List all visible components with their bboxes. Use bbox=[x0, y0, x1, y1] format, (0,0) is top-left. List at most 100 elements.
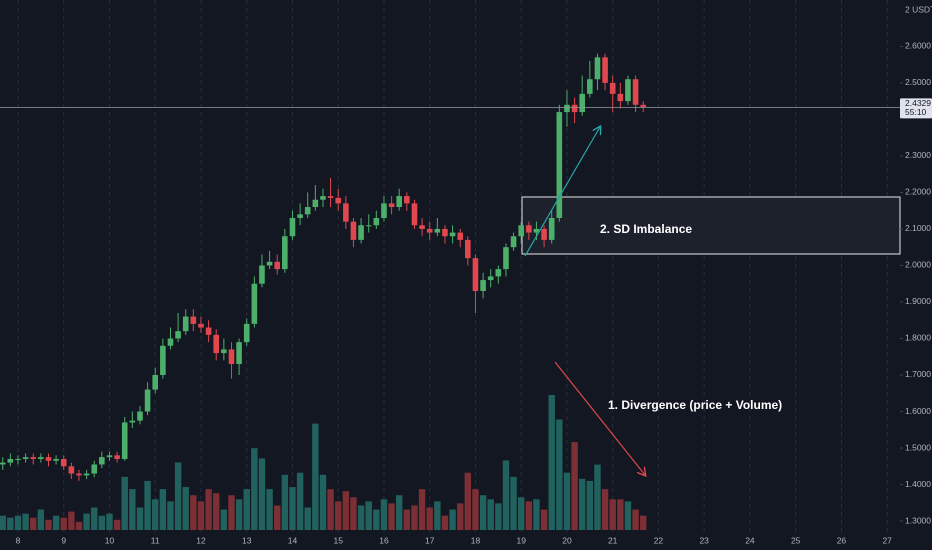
axes: 8 9 10 11 12 13 14 15 16 17 18 19 20 21 22 23 24 25 26 27 1.… bbox=[0, 41, 932, 545]
volume-bar bbox=[167, 501, 174, 530]
volume-bar bbox=[228, 495, 235, 530]
volume-bar bbox=[594, 464, 601, 530]
candle-body bbox=[60, 458, 67, 467]
volume-bar bbox=[578, 478, 586, 530]
candle-body bbox=[556, 112, 563, 218]
volume-bar bbox=[52, 515, 60, 530]
volume-bar bbox=[37, 509, 45, 530]
volume-bar bbox=[395, 495, 403, 530]
volume-bar bbox=[411, 505, 418, 530]
candle-body bbox=[609, 82, 616, 94]
candle-body bbox=[7, 458, 14, 463]
volume-bar bbox=[98, 515, 106, 530]
volume-bar bbox=[30, 517, 37, 530]
y-tick-label: 2.3000 bbox=[905, 150, 931, 160]
volume-bar bbox=[152, 499, 159, 530]
candle-body bbox=[83, 473, 90, 476]
arrow bbox=[554, 361, 645, 475]
candle-body bbox=[640, 104, 647, 108]
arrow bbox=[524, 127, 600, 257]
volume-bar bbox=[7, 517, 14, 530]
annotation: 1. Divergence (price + Volume) bbox=[608, 398, 782, 412]
candle-body bbox=[121, 422, 128, 459]
volume-bar bbox=[418, 489, 426, 530]
volume-pane bbox=[0, 395, 647, 530]
volume-bar bbox=[479, 495, 487, 530]
candle-body bbox=[426, 228, 433, 233]
volume-bar bbox=[296, 472, 304, 530]
volume-bar bbox=[213, 493, 220, 530]
x-tick-label: 18 bbox=[471, 535, 481, 545]
candle-body bbox=[45, 457, 52, 461]
volume-bar bbox=[266, 489, 273, 530]
volume-bar bbox=[136, 507, 144, 530]
candle-body bbox=[160, 345, 166, 375]
volume-bar bbox=[609, 499, 616, 530]
volume-bar bbox=[487, 499, 494, 530]
volume-bar bbox=[319, 474, 327, 530]
price-label: 2.4329 bbox=[905, 98, 931, 108]
candle-body bbox=[282, 236, 288, 270]
volume-bar bbox=[335, 501, 342, 530]
candle-body bbox=[510, 236, 517, 248]
candle-body bbox=[175, 331, 181, 339]
candle-body bbox=[602, 57, 608, 83]
candle-body bbox=[350, 221, 357, 240]
candle-body bbox=[236, 342, 242, 365]
volume-bar bbox=[68, 511, 75, 530]
x-tick-label: 14 bbox=[288, 535, 298, 545]
y-tick-label: 1.9000 bbox=[905, 296, 931, 306]
volume-bar bbox=[403, 509, 411, 530]
x-tick-label: 13 bbox=[242, 535, 252, 545]
volume-bar bbox=[258, 458, 266, 530]
volume-bar bbox=[586, 480, 594, 530]
volume-bar bbox=[464, 472, 472, 530]
y-tick-label: 1.5000 bbox=[905, 442, 931, 452]
x-tick-label: 17 bbox=[425, 535, 435, 545]
candle-body bbox=[396, 196, 402, 208]
volume-bar bbox=[533, 499, 540, 530]
volume-bar bbox=[304, 507, 311, 530]
volume-bar bbox=[121, 476, 128, 530]
volume-bar bbox=[434, 501, 441, 530]
candle-body bbox=[373, 217, 380, 226]
candle-body bbox=[449, 232, 456, 237]
candle-body bbox=[0, 462, 6, 465]
candle-body bbox=[518, 225, 525, 237]
price-label-box bbox=[900, 98, 932, 119]
candle-body bbox=[358, 225, 364, 240]
candle-body bbox=[53, 458, 59, 461]
volume-bar bbox=[601, 489, 609, 530]
volume-bar bbox=[106, 513, 113, 530]
candle-body bbox=[617, 93, 624, 102]
x-tick-label: 23 bbox=[699, 535, 709, 545]
x-tick-label: 16 bbox=[379, 535, 389, 545]
candle-body bbox=[76, 473, 82, 476]
volume-bar bbox=[113, 519, 121, 530]
volume-bar bbox=[144, 480, 151, 530]
y-tick-label: 1.8000 bbox=[905, 333, 931, 343]
candle-body bbox=[152, 374, 159, 390]
candle-body bbox=[365, 225, 372, 227]
candle-body bbox=[213, 334, 220, 354]
volume-bar bbox=[518, 497, 525, 530]
volume-bar bbox=[441, 515, 449, 530]
grid bbox=[17, 0, 888, 532]
volume-bar bbox=[243, 489, 250, 530]
candle-body bbox=[434, 228, 441, 233]
candle-body bbox=[343, 203, 349, 222]
x-tick-label: 9 bbox=[61, 535, 66, 545]
candle-body bbox=[274, 261, 281, 270]
volume-bar bbox=[327, 489, 334, 530]
y-tick-label: 2.0000 bbox=[905, 260, 931, 270]
candle-body bbox=[472, 258, 479, 292]
volume-bar bbox=[83, 513, 90, 530]
volume-bar bbox=[502, 460, 510, 530]
y-tick-label: 1.3000 bbox=[905, 515, 931, 525]
x-tick-label: 20 bbox=[562, 535, 572, 545]
volume-bar bbox=[205, 489, 212, 530]
volume-bar bbox=[251, 448, 258, 530]
candle-body bbox=[526, 225, 532, 233]
